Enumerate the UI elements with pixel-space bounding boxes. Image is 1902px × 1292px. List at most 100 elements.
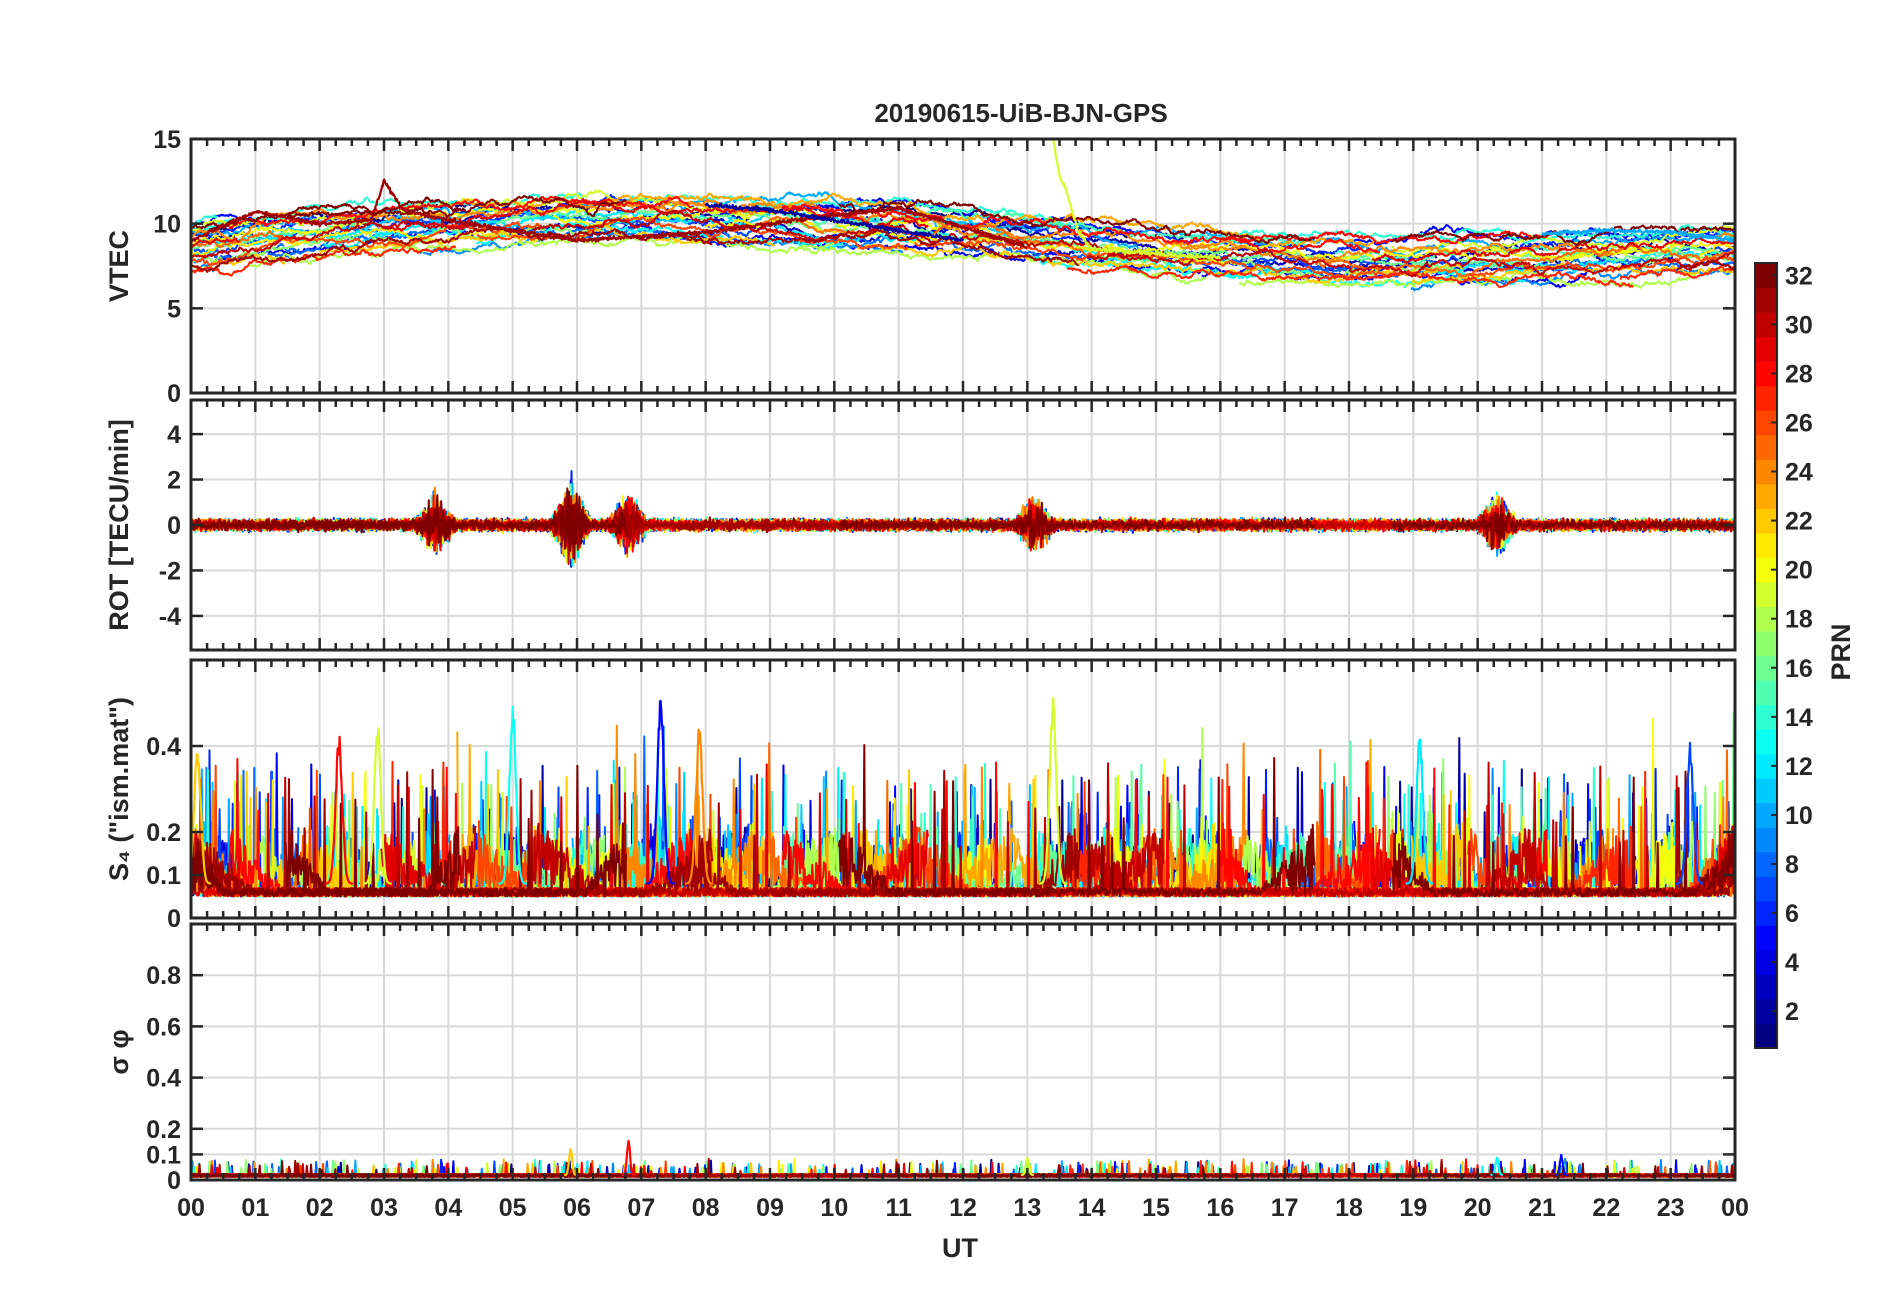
series-line-prn-20 xyxy=(552,206,991,233)
series-line-prn-31 xyxy=(1676,259,1735,271)
series-line-prn-27 xyxy=(191,245,457,277)
colorbar-tick-label: 28 xyxy=(1785,360,1813,388)
peak-line xyxy=(1038,696,1068,885)
x-tick-label: 05 xyxy=(499,1194,527,1222)
series-line-prn-23 xyxy=(1010,212,1377,248)
x-tick-label: 10 xyxy=(820,1194,848,1222)
colorbar-segment-prn-3 xyxy=(1755,974,1777,1000)
series-line-prn-21 xyxy=(1696,243,1735,260)
y-tick-label: 2 xyxy=(167,467,181,495)
colorbar-tick-label: 26 xyxy=(1785,409,1813,437)
colorbar-tick-label: 32 xyxy=(1785,262,1813,290)
y-tick-label: 0.2 xyxy=(146,1116,181,1144)
colorbar-segment-prn-1 xyxy=(1755,1023,1777,1049)
colorbar-segment-prn-31 xyxy=(1755,287,1777,313)
peak-line xyxy=(191,752,212,885)
series-line-prn-32 xyxy=(837,744,1316,898)
y-tick-label: 4 xyxy=(167,421,181,449)
panel-rot-xticks xyxy=(189,400,1737,650)
series-line-prn-31 xyxy=(1676,787,1735,898)
panel-vtec-series xyxy=(191,139,1735,292)
y-tick-label: 0.4 xyxy=(146,1065,181,1093)
series-line-prn-30 xyxy=(1086,248,1531,278)
x-axis: 00 01 02 03 04 05 06 07 08 09 10 11 12 13 14 15 16 17 18 19… xyxy=(177,1194,1749,1222)
x-tick-label: 14 xyxy=(1078,1194,1106,1222)
x-tick-label: 02 xyxy=(306,1194,334,1222)
colorbar-tick-label: 10 xyxy=(1785,802,1813,830)
colorbar-segment-prn-32 xyxy=(1755,263,1777,289)
y-tick-label: 0 xyxy=(167,512,181,540)
chart-title: 20190615-UiB-BJN-GPS xyxy=(874,98,1167,128)
colorbar-tick-label: 18 xyxy=(1785,606,1813,634)
x-tick-label: 18 xyxy=(1335,1194,1363,1222)
y-tick-label: 0.1 xyxy=(146,862,181,890)
colorbar-segment-prn-28 xyxy=(1755,361,1777,387)
y-tick-label: 0 xyxy=(167,1167,181,1195)
series-line-prn-29 xyxy=(191,856,241,898)
series-line-prn-31 xyxy=(686,228,1079,267)
colorbar-segment-prn-4 xyxy=(1755,949,1777,976)
colorbar-tick-label: 22 xyxy=(1785,508,1813,536)
colorbar-segment-prn-10 xyxy=(1755,802,1777,828)
panel-s4-xticks xyxy=(189,660,1737,918)
x-axis-label: UT xyxy=(942,1233,978,1263)
peak-line xyxy=(498,705,528,885)
colorbar-tick-label: 16 xyxy=(1785,655,1813,683)
peak-line xyxy=(363,727,393,885)
series-line-prn-29 xyxy=(1371,235,1735,264)
series-line-prn-29 xyxy=(191,237,240,247)
panel-vtec: 0 5 10 15 VTEC xyxy=(104,126,1737,408)
colorbar-segment-prn-25 xyxy=(1755,434,1777,460)
colorbar-tick-label: 2 xyxy=(1785,998,1799,1026)
panel-s4: 0 0.1 0.2 0.4 S₄ ("ism.mat") xyxy=(104,658,1737,933)
peak-line xyxy=(1675,741,1704,885)
colorbar-segment-prn-30 xyxy=(1755,312,1777,338)
x-tick-label: 04 xyxy=(434,1194,462,1222)
colorbar-tick-label: 12 xyxy=(1785,753,1813,781)
x-tick-label: 09 xyxy=(756,1194,784,1222)
series-line-prn-12 xyxy=(1429,250,1735,275)
series-line-prn-19 xyxy=(1390,225,1735,254)
panel-vtec-xticks xyxy=(189,139,1737,393)
colorbar-segment-prn-7 xyxy=(1755,876,1777,902)
x-tick-label: 13 xyxy=(1013,1194,1041,1222)
colorbar-segment-prn-18 xyxy=(1755,606,1777,632)
x-tick-label: 20 xyxy=(1464,1194,1492,1222)
x-tick-label: 12 xyxy=(949,1194,977,1222)
colorbar-segment-prn-29 xyxy=(1755,336,1777,362)
y-tick-label: 0.2 xyxy=(146,819,181,847)
peak-line xyxy=(1020,1156,1035,1177)
colorbar-segment-prn-6 xyxy=(1755,900,1777,926)
series-line-prn-27 xyxy=(1066,264,1634,289)
peak-line xyxy=(324,735,354,885)
x-tick-label: 07 xyxy=(627,1194,655,1222)
y-tick-label: 5 xyxy=(167,295,181,323)
y-tick-label: 0.8 xyxy=(146,962,181,990)
panel-sigma_phi-grid xyxy=(191,924,1735,1180)
colorbar-segment-prn-22 xyxy=(1755,508,1777,534)
x-tick-label: 21 xyxy=(1528,1194,1556,1222)
colorbar-segment-prn-12 xyxy=(1755,753,1777,779)
colorbar-segment-prn-19 xyxy=(1755,581,1777,608)
series-line-prn-32 xyxy=(838,198,1316,244)
y-tick-label: 0.1 xyxy=(146,1141,181,1169)
colorbar-segment-prn-14 xyxy=(1755,704,1777,730)
colorbar-label: PRN xyxy=(1826,623,1856,680)
series-line-prn-2 xyxy=(704,202,965,243)
x-tick-label: 23 xyxy=(1657,1194,1685,1222)
x-tick-label: 11 xyxy=(885,1194,912,1222)
y-axis-label-vtec: VTEC xyxy=(104,230,134,302)
colorbar-tick-label: 8 xyxy=(1785,851,1799,879)
peak-line xyxy=(563,1148,578,1177)
x-tick-label: 00 xyxy=(1721,1194,1749,1222)
peak-line xyxy=(1405,738,1434,885)
y-tick-label: 0 xyxy=(167,905,181,933)
x-tick-label: 19 xyxy=(1399,1194,1427,1222)
series-line-prn-30 xyxy=(191,220,477,259)
series-line-prn-27 xyxy=(1619,265,1735,281)
series-line-prn-10 xyxy=(1541,227,1735,243)
colorbar-segment-prn-2 xyxy=(1755,998,1777,1025)
